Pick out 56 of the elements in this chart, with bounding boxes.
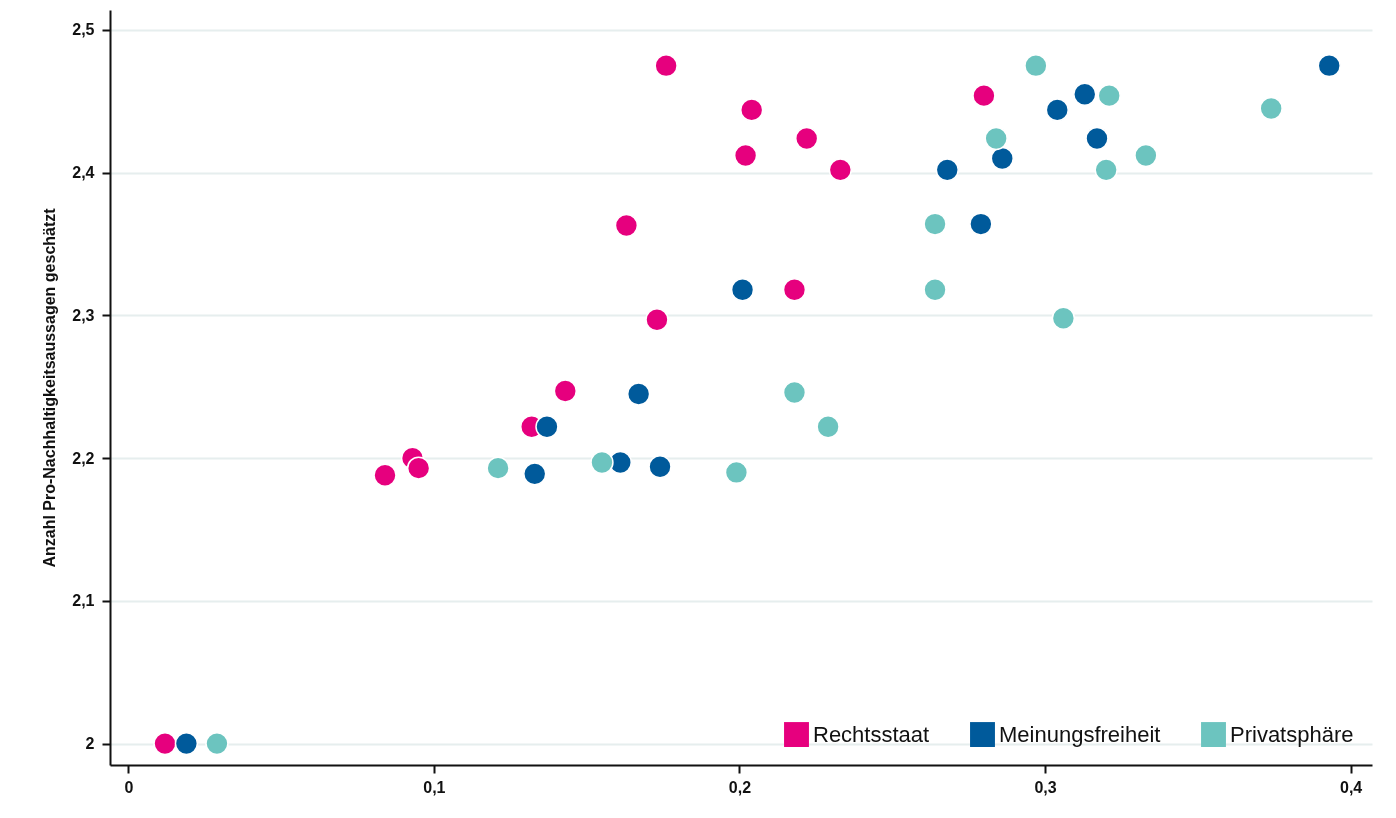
x-tick-label: 0,4: [1339, 778, 1363, 796]
y-axis-title: Anzahl Pro-Nachhaltigkeitsaussagen geschätzt: [41, 207, 59, 568]
point: [1134, 143, 1158, 168]
point: [535, 415, 559, 439]
point: [782, 380, 807, 405]
y-tick-label: 2: [85, 735, 95, 753]
point: [614, 213, 639, 238]
x-tick-label: 0,2: [728, 778, 752, 796]
y-tick-label: 2,4: [72, 164, 95, 182]
point: [1045, 98, 1069, 122]
point: [990, 146, 1014, 171]
point: [590, 450, 614, 475]
point: [1094, 158, 1118, 182]
point: [984, 126, 1008, 151]
point: [648, 455, 672, 479]
y-tick-label: 2,3: [72, 306, 95, 324]
point: [205, 731, 229, 756]
point: [1073, 82, 1097, 106]
point: [972, 83, 996, 108]
point: [733, 143, 758, 168]
point: [739, 98, 764, 122]
point: [1317, 53, 1341, 78]
y-tick-label: 2,1: [72, 592, 95, 610]
point: [1085, 126, 1109, 151]
legend-label: Rechtsstaat: [813, 721, 930, 747]
point: [486, 456, 510, 480]
point: [923, 278, 947, 302]
point: [1097, 83, 1121, 108]
x-tick-label: 0,3: [1034, 778, 1057, 796]
y-tick-label: 2,2: [72, 449, 95, 467]
point: [923, 212, 947, 236]
point: [654, 53, 678, 78]
point: [1024, 53, 1048, 78]
point: [794, 126, 819, 151]
point: [935, 158, 959, 182]
point: [828, 158, 853, 182]
point: [1051, 306, 1076, 330]
point: [626, 382, 651, 406]
point: [816, 415, 840, 439]
point: [645, 308, 669, 332]
point: [153, 731, 177, 756]
x-tick-label: 0: [124, 778, 134, 796]
point: [724, 460, 749, 485]
point: [782, 278, 807, 302]
legend-label: Meinungsfreiheit: [999, 721, 1161, 747]
point: [969, 212, 993, 236]
point: [1259, 96, 1283, 121]
y-tick-label: 2,5: [72, 21, 95, 39]
legend-label: Privatsphäre: [1230, 721, 1354, 747]
point: [523, 462, 547, 486]
point: [373, 463, 397, 487]
point: [730, 278, 755, 302]
point: [553, 379, 577, 403]
point: [406, 456, 431, 480]
x-tick-label: 0,1: [423, 778, 446, 796]
point: [174, 731, 199, 756]
